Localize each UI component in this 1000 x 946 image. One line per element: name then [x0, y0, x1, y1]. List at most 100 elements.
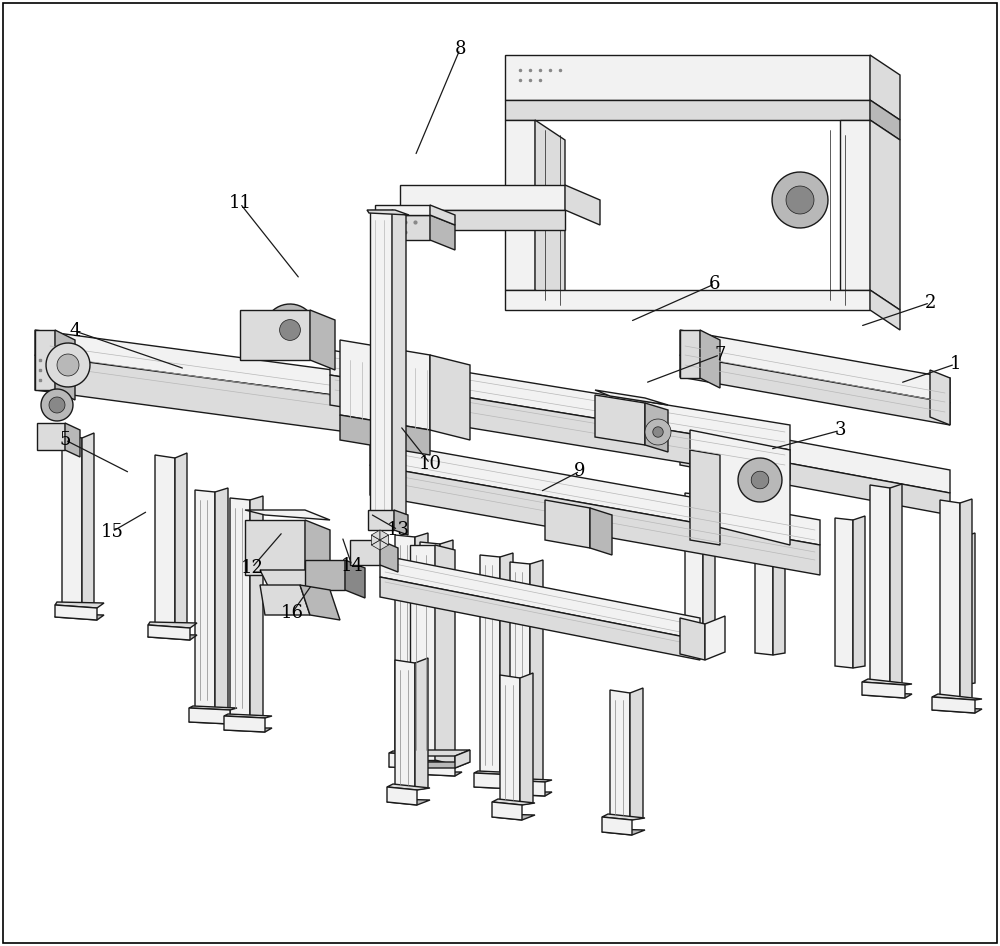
- Text: 8: 8: [454, 40, 466, 59]
- Polygon shape: [148, 634, 197, 640]
- Polygon shape: [189, 708, 230, 724]
- Polygon shape: [35, 330, 55, 390]
- Polygon shape: [755, 505, 773, 655]
- Polygon shape: [602, 814, 645, 820]
- Polygon shape: [189, 706, 237, 710]
- Polygon shape: [371, 535, 380, 545]
- Polygon shape: [300, 585, 340, 620]
- Polygon shape: [630, 688, 643, 820]
- Polygon shape: [305, 520, 330, 585]
- Polygon shape: [330, 350, 790, 450]
- Polygon shape: [870, 55, 900, 120]
- Text: 2: 2: [924, 293, 936, 312]
- Polygon shape: [215, 488, 228, 710]
- Text: 13: 13: [386, 520, 410, 539]
- Polygon shape: [960, 499, 972, 700]
- Polygon shape: [505, 100, 870, 120]
- Polygon shape: [395, 535, 415, 755]
- Polygon shape: [932, 694, 982, 700]
- Polygon shape: [680, 443, 950, 515]
- Polygon shape: [705, 616, 725, 660]
- Polygon shape: [82, 433, 94, 608]
- Polygon shape: [175, 453, 187, 628]
- Text: 4: 4: [69, 322, 81, 341]
- Polygon shape: [870, 485, 890, 685]
- Polygon shape: [751, 471, 769, 489]
- Polygon shape: [504, 780, 545, 796]
- Polygon shape: [389, 751, 437, 755]
- Polygon shape: [410, 545, 435, 760]
- Polygon shape: [189, 720, 237, 724]
- Polygon shape: [565, 185, 600, 225]
- Polygon shape: [400, 762, 470, 768]
- Polygon shape: [492, 802, 522, 820]
- Polygon shape: [55, 605, 97, 620]
- Text: 16: 16: [280, 604, 304, 622]
- Polygon shape: [375, 215, 430, 240]
- Polygon shape: [595, 395, 645, 445]
- Polygon shape: [240, 310, 310, 360]
- Polygon shape: [57, 354, 79, 376]
- Polygon shape: [380, 540, 398, 572]
- Polygon shape: [430, 355, 470, 440]
- Polygon shape: [500, 553, 513, 775]
- Polygon shape: [350, 540, 380, 565]
- Polygon shape: [368, 510, 394, 530]
- Polygon shape: [772, 172, 828, 228]
- Polygon shape: [738, 458, 782, 502]
- Polygon shape: [504, 778, 552, 782]
- Polygon shape: [55, 330, 75, 400]
- Polygon shape: [62, 435, 82, 608]
- Polygon shape: [500, 675, 520, 805]
- Polygon shape: [680, 355, 950, 425]
- Polygon shape: [387, 799, 430, 805]
- Polygon shape: [505, 55, 870, 100]
- Polygon shape: [690, 450, 720, 545]
- Polygon shape: [700, 330, 720, 388]
- Polygon shape: [395, 660, 415, 790]
- Polygon shape: [870, 120, 900, 310]
- Polygon shape: [930, 370, 950, 425]
- Text: 11: 11: [228, 194, 252, 213]
- Polygon shape: [520, 673, 533, 805]
- Polygon shape: [371, 530, 380, 540]
- Polygon shape: [680, 420, 950, 493]
- Polygon shape: [602, 817, 632, 835]
- Polygon shape: [545, 500, 590, 548]
- Polygon shape: [492, 799, 535, 805]
- Polygon shape: [55, 602, 104, 608]
- Polygon shape: [37, 423, 65, 450]
- Polygon shape: [245, 520, 305, 575]
- Polygon shape: [367, 210, 409, 215]
- Polygon shape: [392, 210, 406, 525]
- Polygon shape: [932, 707, 982, 713]
- Polygon shape: [890, 484, 902, 685]
- Polygon shape: [870, 290, 900, 330]
- Polygon shape: [345, 375, 370, 435]
- Polygon shape: [504, 792, 552, 796]
- Polygon shape: [400, 210, 565, 230]
- Polygon shape: [65, 423, 80, 457]
- Polygon shape: [387, 784, 430, 790]
- Polygon shape: [380, 535, 389, 545]
- Polygon shape: [510, 562, 530, 782]
- Polygon shape: [224, 714, 272, 718]
- Text: 7: 7: [714, 345, 726, 364]
- Text: 12: 12: [241, 558, 263, 577]
- Polygon shape: [310, 310, 335, 370]
- Polygon shape: [400, 750, 470, 756]
- Polygon shape: [224, 716, 265, 732]
- Polygon shape: [505, 290, 870, 310]
- Polygon shape: [415, 658, 428, 790]
- Polygon shape: [35, 330, 370, 400]
- Text: 1: 1: [949, 355, 961, 374]
- Polygon shape: [680, 330, 700, 378]
- Polygon shape: [400, 750, 415, 768]
- Polygon shape: [230, 498, 250, 718]
- Polygon shape: [932, 697, 975, 713]
- Polygon shape: [455, 750, 470, 768]
- Polygon shape: [474, 771, 522, 775]
- Polygon shape: [590, 508, 612, 555]
- Polygon shape: [680, 330, 950, 403]
- Polygon shape: [370, 210, 392, 520]
